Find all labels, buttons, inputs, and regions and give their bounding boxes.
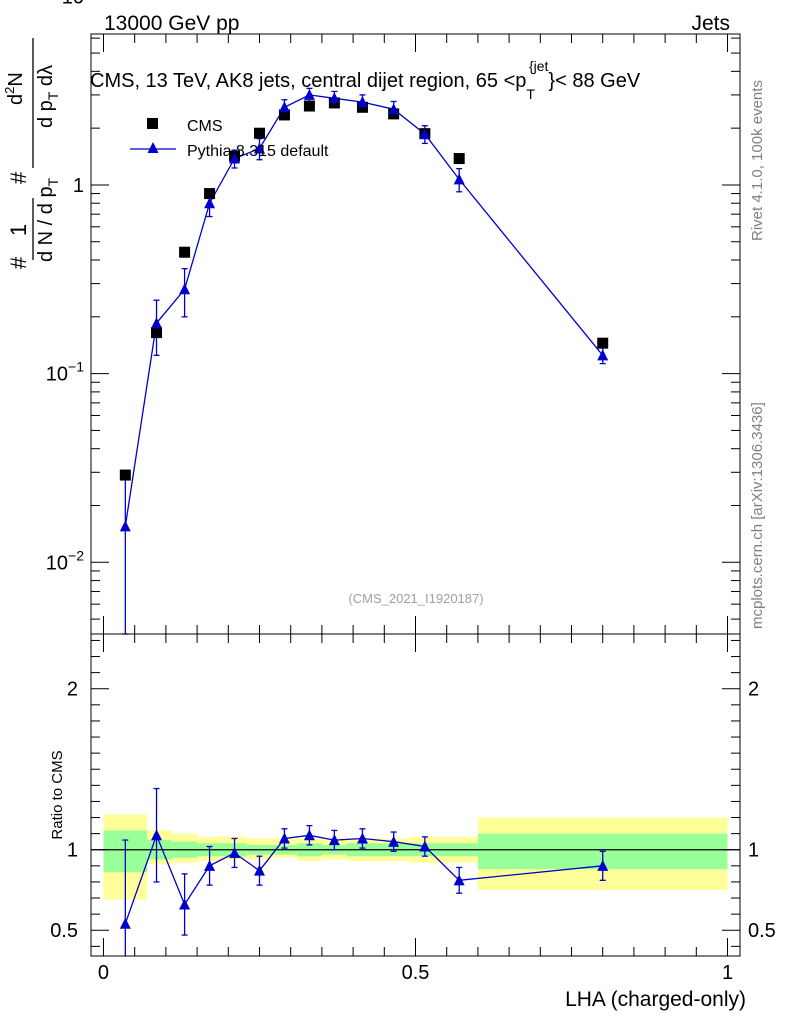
legend-cms-label: CMS [187, 118, 223, 135]
main-axis-ticks [91, 34, 740, 634]
ratio-y-tick-labels: 0.5 0.5 1 1 2 2 [50, 679, 776, 943]
svg-text:d pT dλ: d pT dλ [35, 65, 61, 128]
ratio-point [453, 874, 465, 886]
main-y-axis-label: # 1 d N / d pT # d2N d pT dλ [2, 38, 61, 269]
svg-text:#: # [6, 171, 31, 184]
ratio-y-tick-label-left: 2 [67, 679, 78, 701]
main-y-tick-label: 10−2 [46, 547, 84, 574]
main-y-tick-label: 1 [73, 175, 84, 197]
pythia-point [453, 173, 465, 185]
cms-point [597, 337, 609, 349]
ratio-point [119, 917, 131, 929]
legend-pythia-marker [147, 142, 159, 153]
cms-point [356, 101, 368, 113]
pythia-point [278, 101, 290, 113]
pythia-point [597, 349, 609, 361]
x-tick-label: 0 [98, 962, 109, 984]
main-y-tick-label: 10 [62, 0, 84, 8]
x-tick-label: 0.5 [402, 962, 430, 984]
pythia-point [356, 96, 368, 108]
pythia-point [119, 520, 131, 532]
main-panel: 10−2 10−1 1 10 CMS, 13 TeV, AK8 jets, centr… [2, 0, 741, 635]
cms-point [119, 469, 131, 481]
cms-point [151, 327, 163, 339]
ratio-data-layer [91, 787, 740, 956]
ratio-y-tick-label-left: 0.5 [50, 920, 78, 942]
pythia-point [253, 142, 265, 154]
svg-text:1: 1 [6, 224, 31, 236]
pythia-point [303, 88, 315, 100]
main-y-tick-label: 10−1 [46, 359, 84, 386]
legend-cms-marker [147, 118, 158, 129]
cms-point [278, 109, 290, 121]
watermark: (CMS_2021_I1920187) [348, 591, 483, 606]
cms-point [204, 188, 216, 200]
pythia-point [229, 152, 241, 164]
legend: CMS Pythia 8.315 default [130, 118, 329, 160]
header-right: Jets [691, 12, 730, 35]
x-tick-label: 1 [722, 962, 733, 984]
cms-point [253, 127, 265, 139]
main-data-layer [119, 87, 609, 635]
ratio-axis-ticks [91, 634, 740, 956]
pythia-point [388, 103, 400, 115]
ratio-point [356, 832, 368, 844]
header-left: 13000 GeV pp [104, 12, 239, 35]
svg-text:d2N: d2N [2, 72, 27, 105]
ratio-y-tick-label-right: 0.5 [748, 920, 776, 942]
ratio-point [253, 864, 265, 876]
legend-pythia-label: Pythia 8.315 default [187, 143, 329, 160]
ratio-y-tick-label-left: 1 [67, 840, 78, 862]
x-tick-labels: 0 0.5 1 [98, 962, 733, 984]
ratio-y-axis-label: Ratio to CMS [49, 750, 66, 839]
ratio-y-tick-label-right: 2 [748, 679, 759, 701]
ratio-point [303, 829, 315, 841]
ratio-point [388, 835, 400, 847]
ratio-line [124, 833, 603, 925]
ratio-point [179, 898, 191, 910]
pythia-point [328, 92, 340, 104]
pythia-point [151, 317, 163, 329]
cms-point [303, 100, 315, 112]
ratio-point [597, 859, 609, 871]
ratio-y-tick-label-right: 1 [748, 840, 759, 862]
ratio-point [151, 829, 163, 841]
pythia-point [179, 283, 191, 295]
ratio-point [204, 859, 216, 871]
pythia-point [419, 128, 431, 140]
ratio-point [419, 840, 431, 852]
x-axis-label: LHA (charged-only) [565, 988, 746, 1011]
rivet-version-label: Rivet 4.1.0, 100k events [749, 80, 766, 241]
main-y-tick-labels: 10−2 10−1 1 10 [46, 0, 84, 574]
cms-point [179, 246, 191, 258]
mcplots-label: mcplots.cern.ch [arXiv:1306.3436] [749, 402, 766, 629]
pythia-point [204, 197, 216, 209]
ratio-point [328, 834, 340, 846]
ratio-point [278, 832, 290, 844]
ratio-point [229, 846, 241, 858]
svg-text:#: # [6, 256, 31, 269]
ratio-panel: 0.5 0.51 12 2 0 0.5 1 Ratio to CMS LHA (charg… [49, 633, 776, 1011]
chart-title: CMS, 13 TeV, AK8 jets, central dijet reg… [90, 58, 641, 102]
svg-text:d N / d pT: d N / d pT [35, 177, 61, 262]
cms-point [453, 153, 465, 165]
